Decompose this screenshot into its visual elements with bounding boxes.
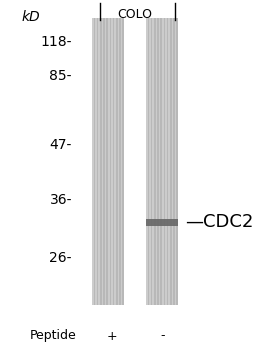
- Bar: [157, 18, 159, 305]
- Bar: [122, 18, 124, 305]
- Bar: [156, 18, 157, 305]
- Bar: [106, 18, 108, 305]
- Bar: [121, 18, 122, 305]
- Bar: [170, 18, 172, 305]
- Bar: [97, 18, 98, 305]
- Bar: [161, 18, 162, 305]
- Bar: [108, 18, 110, 305]
- Bar: [92, 18, 124, 305]
- Text: Peptide: Peptide: [30, 329, 77, 342]
- Bar: [146, 218, 178, 225]
- Bar: [164, 18, 165, 305]
- Bar: [92, 18, 94, 305]
- Bar: [116, 18, 118, 305]
- Bar: [159, 18, 161, 305]
- Bar: [119, 18, 121, 305]
- Bar: [98, 18, 100, 305]
- Bar: [172, 18, 173, 305]
- Text: 85-: 85-: [49, 69, 72, 83]
- Bar: [154, 18, 156, 305]
- Bar: [94, 18, 95, 305]
- Bar: [165, 18, 167, 305]
- Bar: [176, 18, 178, 305]
- Text: kD: kD: [22, 10, 41, 24]
- Bar: [167, 18, 168, 305]
- Bar: [146, 18, 178, 305]
- Bar: [151, 18, 152, 305]
- Text: —CDC2: —CDC2: [185, 213, 253, 231]
- Text: +: +: [107, 329, 117, 342]
- Text: 26-: 26-: [49, 251, 72, 265]
- Bar: [152, 18, 154, 305]
- Bar: [105, 18, 106, 305]
- Bar: [111, 18, 113, 305]
- Bar: [168, 18, 170, 305]
- Bar: [95, 18, 97, 305]
- Bar: [148, 18, 149, 305]
- Bar: [110, 18, 111, 305]
- Bar: [114, 18, 116, 305]
- Bar: [103, 18, 105, 305]
- Bar: [146, 18, 148, 305]
- Text: -: -: [161, 329, 165, 342]
- Bar: [100, 18, 102, 305]
- Bar: [162, 18, 164, 305]
- Bar: [175, 18, 176, 305]
- Text: 47-: 47-: [50, 138, 72, 152]
- Bar: [102, 18, 103, 305]
- Bar: [173, 18, 175, 305]
- Text: COLO: COLO: [118, 8, 153, 21]
- Bar: [149, 18, 151, 305]
- Bar: [118, 18, 119, 305]
- Text: 36-: 36-: [49, 193, 72, 207]
- Text: 118-: 118-: [40, 35, 72, 49]
- Bar: [113, 18, 114, 305]
